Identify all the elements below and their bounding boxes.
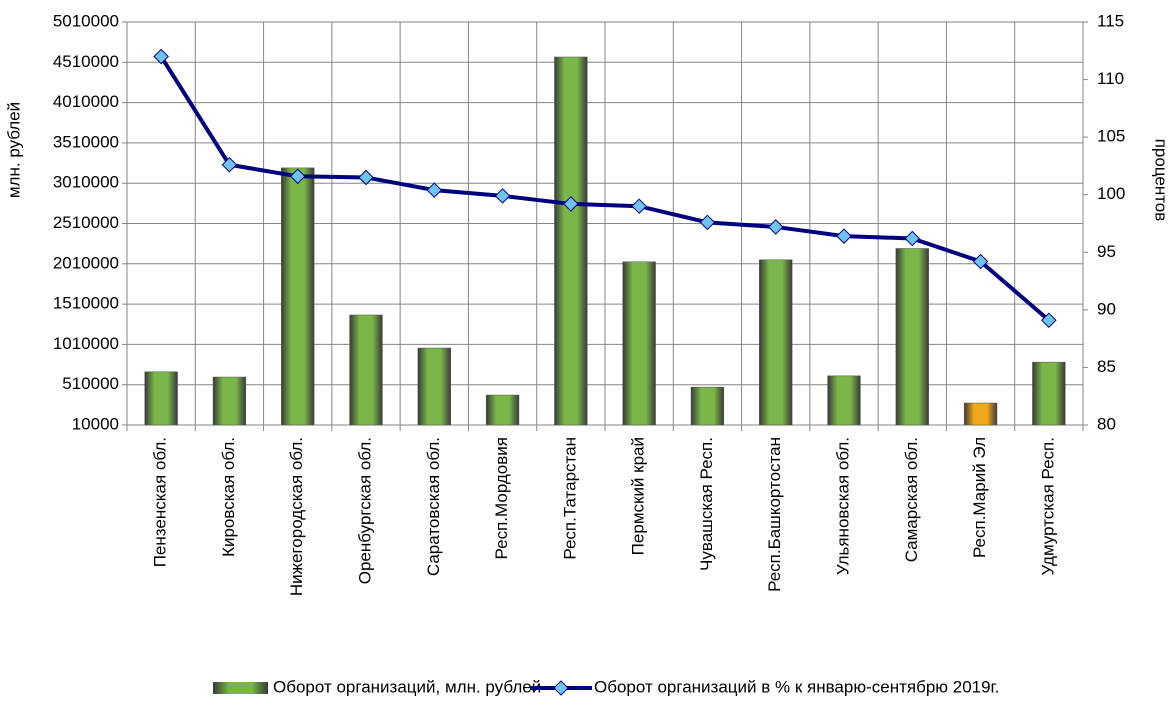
marker: [289, 168, 306, 185]
bar: [759, 259, 793, 426]
legend-label: Оборот организаций в % к январю-сентябрю…: [594, 677, 999, 696]
y-tick-label: 10000: [72, 414, 119, 433]
y2-tick-label: 95: [1097, 242, 1116, 261]
bar: [144, 371, 178, 426]
bar: [212, 376, 247, 426]
y2-tick-label: 115: [1097, 11, 1124, 30]
x-tick-label: Пензенская обл.: [151, 437, 170, 567]
y-tick-label: 3010000: [53, 173, 119, 192]
bar: [485, 394, 520, 426]
marker: [836, 228, 852, 244]
bar: [554, 56, 588, 426]
marker: [153, 48, 169, 65]
y-tick-label: 1510000: [53, 294, 119, 313]
x-tick-label: Респ.Марий Эл: [970, 437, 989, 558]
marker: [699, 214, 716, 231]
y-tick-label: 2010000: [53, 253, 119, 272]
marker: [1041, 312, 1057, 328]
x-tick-label: Удмуртская Респ.: [1038, 437, 1057, 575]
line: [159, 55, 1051, 322]
x-tick-label: Ульяновская обл.: [833, 437, 852, 575]
marker: [358, 169, 374, 186]
y2-axis-label: процентов: [1152, 139, 1171, 222]
x-tick-label: Пермский край: [629, 437, 648, 555]
y2-tick-label: 80: [1097, 414, 1116, 433]
bar: [963, 402, 998, 426]
x-tick-label: Нижегородская обл.: [287, 437, 306, 596]
x-tick-label: Респ.Татарстан: [560, 437, 579, 560]
x-tick-label: Оренбургская обл.: [355, 437, 374, 584]
x-tick-label: Респ.Мордовия: [492, 437, 511, 559]
x-tick-label: Саратовская обл.: [424, 437, 443, 576]
y-tick-label: 4010000: [53, 92, 119, 111]
bar: [281, 167, 315, 426]
bar: [895, 248, 929, 426]
y-tick-label: 510000: [62, 374, 119, 393]
x-tick-label: Самарская обл.: [902, 437, 921, 562]
bar: [690, 386, 725, 426]
y-tick-label: 3510000: [53, 132, 119, 151]
y-tick-label: 4510000: [53, 52, 119, 71]
marker: [972, 253, 989, 270]
y-tick-label: 1010000: [53, 334, 119, 353]
marker: [767, 219, 784, 235]
y-tick-label: 2510000: [53, 213, 119, 232]
y2-tick-label: 90: [1097, 299, 1116, 318]
y2-tick-label: 110: [1097, 69, 1124, 88]
marker: [563, 196, 579, 212]
y-tick-label: 5010000: [53, 11, 119, 30]
marker: [904, 230, 921, 247]
marker: [631, 198, 647, 215]
bar: [417, 347, 451, 426]
x-tick-label: Чувашская Респ.: [697, 437, 716, 571]
bar: [622, 261, 656, 426]
bar: [1032, 361, 1066, 426]
bar: [827, 375, 861, 426]
y2-tick-label: 85: [1097, 357, 1116, 376]
y2-tick-label: 100: [1097, 184, 1125, 203]
x-tick-label: Кировская обл.: [219, 437, 238, 557]
legend-marker: [553, 680, 569, 696]
x-tick-label: Респ.Башкортостан: [765, 437, 784, 592]
y-axis-label: млн. рублей: [4, 102, 23, 198]
marker: [426, 182, 443, 198]
marker: [494, 188, 511, 204]
legend-swatch: [213, 682, 268, 694]
marker: [221, 156, 238, 173]
bar: [349, 314, 383, 426]
legend-label: Оборот организаций, млн. рублей: [273, 677, 541, 696]
y2-tick-label: 105: [1097, 127, 1125, 146]
